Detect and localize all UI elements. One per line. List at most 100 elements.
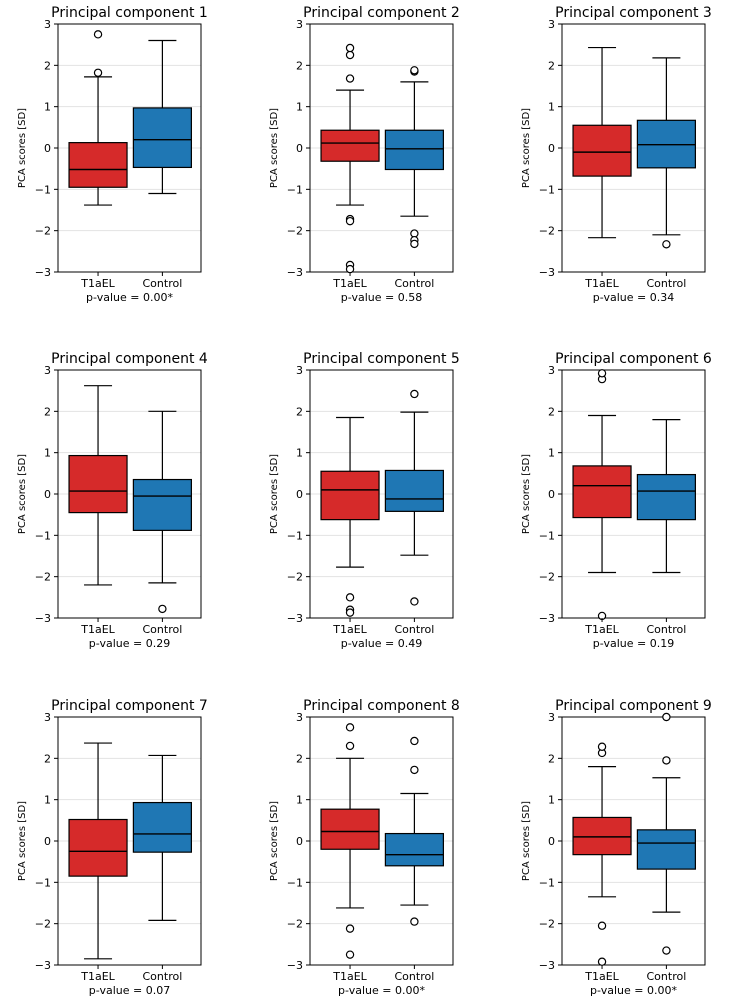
y-tick-label: −2 <box>35 918 51 931</box>
y-tick-label: 3 <box>44 711 51 724</box>
outlier-point <box>345 741 355 751</box>
y-tick-label: −1 <box>287 183 303 196</box>
y-tick-label: −2 <box>287 918 303 931</box>
box-t1ael <box>572 46 632 239</box>
box-t1ael <box>320 416 380 617</box>
iqr-box <box>384 129 444 171</box>
y-axis-label: PCA scores [SD] <box>17 801 28 881</box>
x-tick-label: Control <box>395 623 435 636</box>
x-tick-label: T1aEL <box>584 970 619 983</box>
y-tick-label: −2 <box>539 225 555 238</box>
box-control <box>132 754 192 921</box>
y-tick-label: −1 <box>35 876 51 889</box>
y-axis-label: PCA scores [SD] <box>269 801 280 881</box>
panel-title: Principal component 9 <box>555 698 712 714</box>
y-tick-label: 0 <box>44 835 51 848</box>
y-tick-label: −3 <box>287 266 303 279</box>
panel-title: Principal component 7 <box>51 698 208 714</box>
y-tick-label: 2 <box>44 752 51 765</box>
panel-pc-2: −3 −2 −1 0 1 2 3 PCA scores [SD] Principal compo… <box>269 5 460 304</box>
y-tick-label: −3 <box>539 959 555 972</box>
outlier-point <box>345 723 355 732</box>
panel-title: Principal component 1 <box>51 5 208 21</box>
x-tick-label: T1aEL <box>332 277 367 290</box>
iqr-box <box>384 832 444 867</box>
x-tick-label: T1aEL <box>80 277 115 290</box>
x-tick-label: Control <box>647 970 687 983</box>
x-tick-label: T1aEL <box>584 277 619 290</box>
outlier-point <box>410 736 419 746</box>
x-tick-label: T1aEL <box>80 623 115 636</box>
iqr-box <box>132 801 192 853</box>
box-control <box>636 419 696 574</box>
p-value-label: p-value = 0.00* <box>86 291 173 304</box>
outlier-point <box>345 593 355 602</box>
box-t1ael <box>68 742 128 960</box>
panel-title: Principal component 2 <box>303 5 460 21</box>
box-t1ael <box>68 30 128 206</box>
outlier-point <box>597 957 607 966</box>
iqr-box <box>572 124 632 177</box>
x-tick-label: Control <box>143 277 183 290</box>
y-tick-label: 1 <box>44 101 51 114</box>
box-t1ael <box>572 742 632 966</box>
y-tick-label: −1 <box>539 529 555 542</box>
outlier-point <box>345 216 355 226</box>
x-tick-label: T1aEL <box>332 970 367 983</box>
y-tick-label: −1 <box>539 876 555 889</box>
box-control <box>384 389 444 606</box>
y-tick-label: 2 <box>44 405 51 418</box>
y-tick-label: 3 <box>548 364 555 377</box>
outlier-point <box>662 946 671 955</box>
y-axis-label: PCA scores [SD] <box>269 108 280 188</box>
y-tick-label: 0 <box>296 142 303 155</box>
box-control <box>132 410 192 614</box>
panel-title: Principal component 3 <box>555 5 712 21</box>
y-tick-label: 0 <box>548 142 555 155</box>
iqr-box <box>572 465 632 519</box>
iqr-box <box>320 129 380 162</box>
panel-pc-3: −3 −2 −1 0 1 2 3 PCA scores [SD] Principal compo… <box>521 5 712 304</box>
p-value-label: p-value = 0.19 <box>593 637 674 650</box>
y-tick-label: −2 <box>539 571 555 584</box>
y-tick-label: 0 <box>548 488 555 501</box>
y-tick-label: 2 <box>296 752 303 765</box>
outlier-point <box>345 50 355 60</box>
y-tick-label: −3 <box>35 612 51 625</box>
box-control <box>132 39 192 195</box>
y-tick-label: 1 <box>296 794 303 807</box>
panel-title: Principal component 5 <box>303 351 460 367</box>
y-tick-label: 3 <box>296 711 303 724</box>
panel-title: Principal component 4 <box>51 351 208 367</box>
x-tick-label: Control <box>647 277 687 290</box>
x-tick-label: Control <box>143 623 183 636</box>
y-tick-label: −3 <box>539 612 555 625</box>
y-tick-label: 3 <box>548 711 555 724</box>
outlier-point <box>345 264 355 274</box>
outlier-point <box>662 712 671 722</box>
outlier-point <box>410 597 419 606</box>
y-tick-label: −3 <box>287 612 303 625</box>
outlier-point <box>410 765 419 775</box>
box-t1ael <box>572 369 632 621</box>
panel-pc-9: −3 −2 −1 0 1 2 3 PCA scores [SD] Principal compo… <box>521 698 712 997</box>
box-control <box>384 736 444 926</box>
y-tick-label: −1 <box>287 876 303 889</box>
outlier-point <box>597 742 607 751</box>
outlier-point <box>662 756 671 765</box>
p-value-label: p-value = 0.00* <box>590 984 677 997</box>
y-tick-label: 2 <box>548 59 555 72</box>
p-value-label: p-value = 0.29 <box>89 637 170 650</box>
panel-title: Principal component 8 <box>303 698 460 714</box>
iqr-box <box>132 478 192 531</box>
box-control <box>636 712 696 955</box>
outlier-point <box>345 43 355 53</box>
p-value-label: p-value = 0.49 <box>341 637 422 650</box>
y-axis-label: PCA scores [SD] <box>17 108 28 188</box>
panel-pc-6: −3 −2 −1 0 1 2 3 PCA scores [SD] Principal compo… <box>521 351 712 650</box>
iqr-box <box>384 469 444 512</box>
outlier-point <box>410 239 419 249</box>
y-tick-label: −3 <box>539 266 555 279</box>
y-tick-label: 2 <box>44 59 51 72</box>
y-axis-label: PCA scores [SD] <box>521 108 532 188</box>
